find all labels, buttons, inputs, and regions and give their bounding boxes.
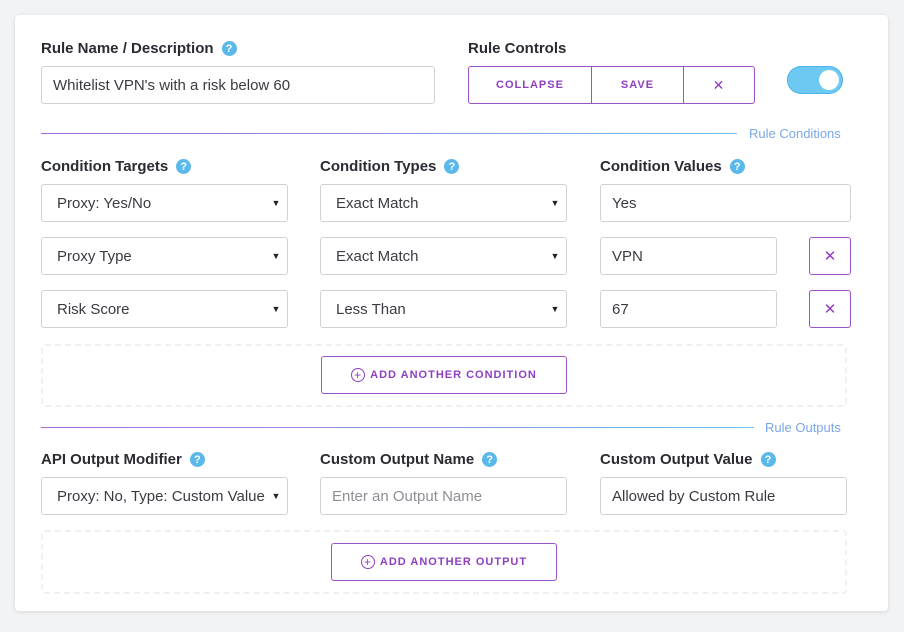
- plus-circle-icon: +: [351, 368, 366, 382]
- condition-types-label: Condition Types: [320, 158, 437, 175]
- rule-enabled-toggle[interactable]: [787, 66, 843, 94]
- chevron-down-icon: ▼: [271, 304, 281, 314]
- close-icon: ✕: [823, 301, 837, 318]
- chevron-down-icon: ▼: [550, 304, 560, 314]
- add-condition-button[interactable]: + ADD ANOTHER CONDITION: [321, 356, 567, 394]
- custom-output-value-label: Custom Output Value: [600, 451, 753, 468]
- condition-targets-heading: Condition Targets ?: [41, 158, 192, 175]
- chevron-down-icon: ▼: [271, 491, 281, 501]
- remove-condition-button[interactable]: ✕: [809, 237, 851, 275]
- outputs-section-title: Rule Outputs: [765, 420, 841, 435]
- add-output-dropzone: [41, 530, 847, 594]
- collapse-button[interactable]: COLLAPSE: [496, 79, 564, 91]
- condition-type-select[interactable]: Exact Match ▼: [320, 184, 567, 222]
- output-modifier-select[interactable]: Proxy: No, Type: Custom Value ▼: [41, 477, 288, 515]
- condition-target-select[interactable]: Proxy: Yes/No ▼: [41, 184, 288, 222]
- condition-types-heading: Condition Types ?: [320, 158, 460, 175]
- close-icon: ✕: [712, 76, 726, 93]
- save-button[interactable]: SAVE: [591, 67, 683, 103]
- rule-card: Rule Name / Description ? Whitelist VPN'…: [15, 15, 888, 611]
- custom-output-value-heading: Custom Output Value ?: [600, 451, 776, 468]
- output-modifier-label: API Output Modifier: [41, 451, 182, 468]
- condition-value-input[interactable]: 67: [600, 290, 777, 328]
- chevron-down-icon: ▼: [550, 198, 560, 208]
- condition-target-value: Proxy: Yes/No: [57, 194, 152, 212]
- add-output-button[interactable]: + ADD ANOTHER OUTPUT: [331, 543, 557, 581]
- condition-value-text: Yes: [612, 194, 637, 212]
- help-icon[interactable]: ?: [221, 41, 237, 56]
- condition-value-input[interactable]: VPN: [600, 237, 777, 275]
- help-icon[interactable]: ?: [444, 159, 460, 174]
- conditions-section-title: Rule Conditions: [749, 126, 841, 141]
- outputs-divider: [41, 427, 754, 428]
- chevron-down-icon: ▼: [550, 251, 560, 261]
- condition-value-text: VPN: [612, 247, 643, 265]
- rule-name-value: Whitelist VPN's with a risk below 60: [53, 76, 291, 94]
- add-condition-label: ADD ANOTHER CONDITION: [370, 369, 537, 381]
- custom-output-name-input[interactable]: Enter an Output Name: [320, 477, 567, 515]
- condition-value-text: 67: [612, 300, 629, 318]
- rule-name-label: Rule Name / Description: [41, 40, 214, 57]
- condition-values-label: Condition Values: [600, 158, 722, 175]
- condition-type-value: Exact Match: [336, 194, 419, 212]
- add-output-label: ADD ANOTHER OUTPUT: [379, 556, 528, 568]
- custom-output-name-heading: Custom Output Name ?: [320, 451, 498, 468]
- condition-targets-label: Condition Targets: [41, 158, 169, 175]
- custom-output-value-input[interactable]: Allowed by Custom Rule: [600, 477, 847, 515]
- condition-type-select[interactable]: Exact Match ▼: [320, 237, 567, 275]
- output-modifier-value: Proxy: No, Type: Custom Value: [57, 487, 265, 505]
- custom-output-name-placeholder: Enter an Output Name: [332, 487, 483, 505]
- remove-condition-button[interactable]: ✕: [809, 290, 851, 328]
- conditions-divider: [41, 133, 737, 134]
- custom-output-value-text: Allowed by Custom Rule: [612, 487, 776, 505]
- condition-target-value: Risk Score: [57, 300, 130, 318]
- condition-type-value: Exact Match: [336, 247, 419, 265]
- condition-value-input[interactable]: Yes: [600, 184, 851, 222]
- condition-target-select[interactable]: Risk Score ▼: [41, 290, 288, 328]
- add-condition-dropzone: [41, 344, 847, 407]
- output-modifier-heading: API Output Modifier ?: [41, 451, 205, 468]
- rule-controls-group: COLLAPSE SAVE ✕: [468, 66, 755, 104]
- help-icon[interactable]: ?: [482, 452, 498, 467]
- chevron-down-icon: ▼: [271, 198, 281, 208]
- rule-controls-label: Rule Controls: [468, 40, 567, 57]
- chevron-down-icon: ▼: [271, 251, 281, 261]
- condition-target-value: Proxy Type: [57, 247, 132, 265]
- delete-rule-button[interactable]: ✕: [683, 67, 754, 103]
- help-icon[interactable]: ?: [729, 159, 745, 174]
- condition-type-select[interactable]: Less Than ▼: [320, 290, 567, 328]
- close-icon: ✕: [823, 248, 837, 265]
- help-icon[interactable]: ?: [176, 159, 192, 174]
- plus-circle-icon: +: [360, 555, 375, 569]
- custom-output-name-label: Custom Output Name: [320, 451, 475, 468]
- help-icon[interactable]: ?: [760, 452, 776, 467]
- condition-values-heading: Condition Values ?: [600, 158, 745, 175]
- rule-name-input[interactable]: Whitelist VPN's with a risk below 60: [41, 66, 435, 104]
- rule-name-heading: Rule Name / Description ?: [41, 40, 237, 57]
- condition-type-value: Less Than: [336, 300, 406, 318]
- rule-controls-heading: Rule Controls: [468, 40, 566, 57]
- condition-target-select[interactable]: Proxy Type ▼: [41, 237, 288, 275]
- help-icon[interactable]: ?: [189, 452, 205, 467]
- toggle-knob: [819, 70, 839, 90]
